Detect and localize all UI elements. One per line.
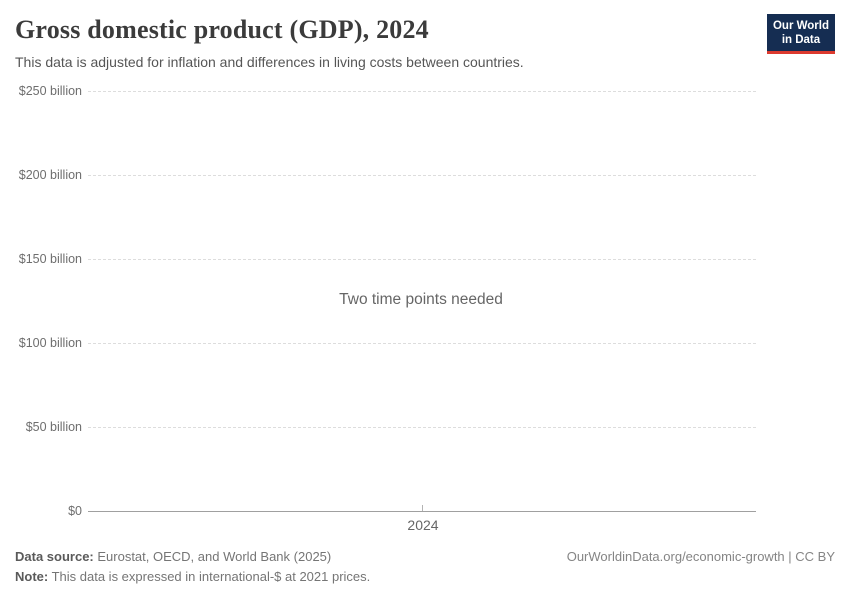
owid-url-license-link[interactable]: OurWorldinData.org/economic-growth | CC …	[566, 549, 835, 564]
owid-logo[interactable]: Our World in Data	[766, 14, 835, 54]
note-line: Note: This data is expressed in internat…	[15, 567, 370, 587]
owid-logo-line2: in Data	[781, 34, 821, 46]
owid-logo-line1: Our World	[772, 20, 829, 32]
y-axis-label-50b: $50 billion	[25, 420, 82, 434]
data-source-text: Eurostat, OECD, and World Bank (2025)	[93, 549, 332, 564]
gridline-150b	[88, 259, 756, 260]
x-axis-line	[88, 511, 756, 512]
x-axis-tick-2024	[422, 505, 423, 511]
x-axis-label-2024: 2024	[407, 517, 439, 533]
gridline-50b	[88, 427, 756, 428]
page-title: Gross domestic product (GDP), 2024	[15, 15, 429, 44]
y-axis-label-200b: $200 billion	[18, 168, 82, 182]
data-source-line: Data source: Eurostat, OECD, and World B…	[15, 547, 370, 567]
gridline-100b	[88, 343, 756, 344]
chart-subtitle: This data is adjusted for inflation and …	[15, 54, 524, 70]
y-axis-label-250b: $250 billion	[18, 84, 82, 98]
empty-state-message: Two time points needed	[339, 291, 503, 308]
note-label: Note:	[15, 569, 49, 584]
gridline-250b	[88, 91, 756, 92]
y-axis-label-100b: $100 billion	[18, 336, 82, 350]
y-axis-label-0: $0	[68, 504, 82, 518]
note-text: This data is expressed in international-…	[48, 569, 371, 584]
data-source-label: Data source:	[15, 549, 94, 564]
y-axis-label-150b: $150 billion	[18, 252, 82, 266]
gridline-200b	[88, 175, 756, 176]
chart-footer: Data source: Eurostat, OECD, and World B…	[15, 547, 370, 587]
